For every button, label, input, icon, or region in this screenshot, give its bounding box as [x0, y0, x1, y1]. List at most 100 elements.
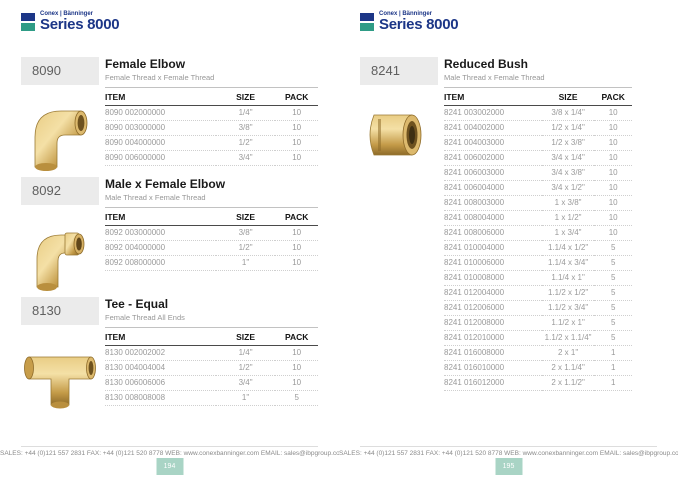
table-row: 8241 016008000 2 x 1" 1 — [444, 345, 632, 361]
item-cell: 8241 006004000 — [444, 180, 542, 196]
pack-cell: 10 — [594, 135, 632, 151]
table-row: 8241 003002000 3/8 x 1/4" 10 — [444, 105, 632, 121]
reduced-bush-photo — [360, 93, 438, 173]
product-title: Male x Female Elbow — [105, 177, 226, 191]
table-row: 8130 008008008 1" 5 — [105, 390, 318, 406]
pack-cell: 10 — [275, 360, 318, 376]
size-cell: 3/8" — [215, 225, 276, 241]
tee-photo — [21, 333, 99, 413]
table-row: 8241 004003000 1/2 x 3/8" 10 — [444, 135, 632, 151]
table-row: 8241 006004000 3/4 x 1/2" 10 — [444, 180, 632, 196]
pack-cell: 5 — [594, 330, 632, 346]
column-header-item: ITEM — [105, 207, 216, 226]
size-cell: 1" — [215, 255, 276, 271]
logo-squares-icon — [21, 13, 35, 34]
item-cell: 8241 016008000 — [444, 345, 542, 361]
logo-square-teal — [360, 23, 374, 31]
item-cell: 8241 010008000 — [444, 270, 542, 286]
size-cell: 1.1/4 x 1/2" — [541, 240, 595, 256]
logo-squares-icon — [360, 13, 374, 34]
page-number-badge: 195 — [495, 458, 522, 475]
product-code: 8090 — [21, 57, 99, 85]
size-cell: 3/4 x 1/2" — [541, 180, 595, 196]
table-row: 8130 002002002 1/4" 10 — [105, 345, 318, 361]
column-header-pack: PACK — [594, 87, 632, 106]
column-header-item: ITEM — [444, 87, 542, 106]
table-row: 8241 008003000 1 x 3/8" 10 — [444, 195, 632, 211]
catalog-page: Conex | Bänninger Series 8000 8241 Reduc… — [339, 0, 678, 478]
product-section: 8130 Tee - Equal Female Thread All Ends … — [21, 297, 318, 409]
table-header-row: ITEM SIZE PACK — [444, 87, 632, 106]
column-header-pack: PACK — [275, 327, 318, 346]
product-code: 8130 — [21, 297, 99, 325]
size-cell: 3/4" — [215, 150, 276, 166]
product-title: Tee - Equal — [105, 297, 169, 311]
size-cell: 1" — [215, 390, 276, 406]
size-cell: 2 x 1.1/4" — [541, 360, 595, 376]
item-cell: 8241 006003000 — [444, 165, 542, 181]
item-cell: 8092 003000000 — [105, 225, 216, 241]
table-row: 8092 003000000 3/8" 10 — [105, 225, 318, 241]
size-cell: 1.1/4 x 1" — [541, 270, 595, 286]
table-header-row: ITEM SIZE PACK — [105, 327, 318, 346]
size-cell: 1/2 x 3/8" — [541, 135, 595, 151]
column-header-size: SIZE — [541, 87, 595, 106]
product-section: 8090 Female Elbow Female Thread x Female… — [21, 57, 318, 171]
size-cell: 2 x 1" — [541, 345, 595, 361]
pack-cell: 10 — [594, 165, 632, 181]
size-cell: 3/8 x 1/4" — [541, 105, 595, 121]
item-cell: 8241 010006000 — [444, 255, 542, 271]
table-header-row: ITEM SIZE PACK — [105, 207, 318, 226]
product-subtitle: Male Thread x Female Thread — [105, 193, 206, 202]
item-cell: 8241 004003000 — [444, 135, 542, 151]
pack-cell: 10 — [594, 150, 632, 166]
pack-cell: 10 — [594, 195, 632, 211]
size-cell: 1/4" — [215, 105, 276, 121]
footer-divider — [21, 446, 318, 447]
product-title: Reduced Bush — [444, 57, 529, 71]
size-cell: 3/8" — [215, 120, 276, 136]
pack-cell: 5 — [594, 270, 632, 286]
table-row: 8241 008004000 1 x 1/2" 10 — [444, 210, 632, 226]
page-number-badge: 194 — [156, 458, 183, 475]
item-cell: 8130 008008008 — [105, 390, 216, 406]
table-row: 8241 016010000 2 x 1.1/4" 1 — [444, 360, 632, 376]
product-code: 8241 — [360, 57, 438, 85]
column-header-pack: PACK — [275, 87, 318, 106]
pack-cell: 5 — [594, 285, 632, 301]
brand-logo: Conex | Bänninger Series 8000 — [360, 11, 459, 34]
size-cell: 1.1/2 x 1" — [541, 315, 595, 331]
table-row: 8241 006002000 3/4 x 1/4" 10 — [444, 150, 632, 166]
pack-cell: 10 — [275, 240, 318, 256]
table-row: 8241 016012000 2 x 1.1/2" 1 — [444, 375, 632, 391]
size-cell: 1.1/2 x 3/4" — [541, 300, 595, 316]
pack-cell: 1 — [594, 375, 632, 391]
footer-contact: SALES: +44 (0)121 557 2831 FAX: +44 (0)1… — [0, 450, 346, 457]
product-section: 8241 Reduced Bush Male Thread x Female T… — [360, 57, 632, 391]
table-row: 8241 010008000 1.1/4 x 1" 5 — [444, 270, 632, 286]
pack-cell: 10 — [594, 225, 632, 241]
pack-cell: 5 — [594, 240, 632, 256]
item-cell: 8130 006006006 — [105, 375, 216, 391]
item-cell: 8241 016012000 — [444, 375, 542, 391]
pack-cell: 5 — [594, 315, 632, 331]
size-cell: 1 x 3/8" — [541, 195, 595, 211]
item-cell: 8241 012010000 — [444, 330, 542, 346]
item-cell: 8241 012004000 — [444, 285, 542, 301]
table-row: 8241 004002000 1/2 x 1/4" 10 — [444, 120, 632, 136]
table-row: 8241 010004000 1.1/4 x 1/2" 5 — [444, 240, 632, 256]
pack-cell: 10 — [275, 225, 318, 241]
brand-name: Conex | Bänninger — [40, 11, 94, 17]
column-header-size: SIZE — [215, 87, 276, 106]
product-code: 8092 — [21, 177, 99, 205]
catalog-page: Conex | Bänninger Series 8000 8090 Femal… — [0, 11, 346, 475]
table-row: 8241 012004000 1.1/2 x 1/2" 5 — [444, 285, 632, 301]
size-cell: 1.1/2 x 1.1/4" — [541, 330, 595, 346]
pack-cell: 1 — [594, 360, 632, 376]
size-cell: 1 x 1/2" — [541, 210, 595, 226]
pack-cell: 10 — [275, 255, 318, 271]
item-cell: 8241 008006000 — [444, 225, 542, 241]
pack-cell: 10 — [275, 150, 318, 166]
table-row: 8241 006003000 3/4 x 3/8" 10 — [444, 165, 632, 181]
pack-cell: 5 — [275, 390, 318, 406]
